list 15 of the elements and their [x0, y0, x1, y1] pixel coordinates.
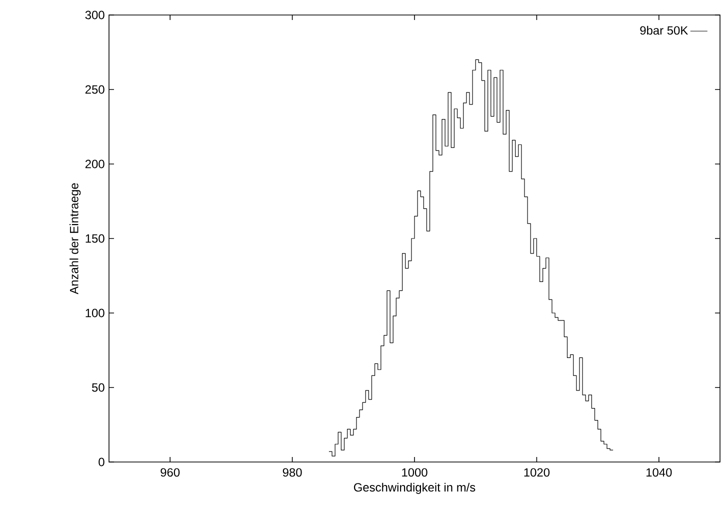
y-tick-label: 250	[85, 85, 104, 94]
y-tick-label: 0	[98, 458, 104, 466]
y-axis-title: Anzahl der Eintraege	[70, 183, 81, 294]
y-tick-label: 200	[85, 160, 104, 168]
x-tick-label: 960	[160, 468, 180, 477]
x-tick-label: 1020	[524, 468, 550, 477]
x-tick-label: 1000	[402, 468, 428, 477]
y-tick-label: 300	[85, 10, 104, 20]
x-tick-label: 1040	[646, 468, 672, 477]
y-tick-label: 50	[92, 383, 104, 392]
y-tick-label: 100	[86, 308, 104, 318]
x-axis-title: Geschwindigkeit in m/s	[354, 482, 476, 494]
y-tick-label: 150	[86, 234, 104, 243]
x-tick-label: 980	[282, 468, 302, 477]
legend-label: 9bar 50K	[640, 26, 688, 35]
